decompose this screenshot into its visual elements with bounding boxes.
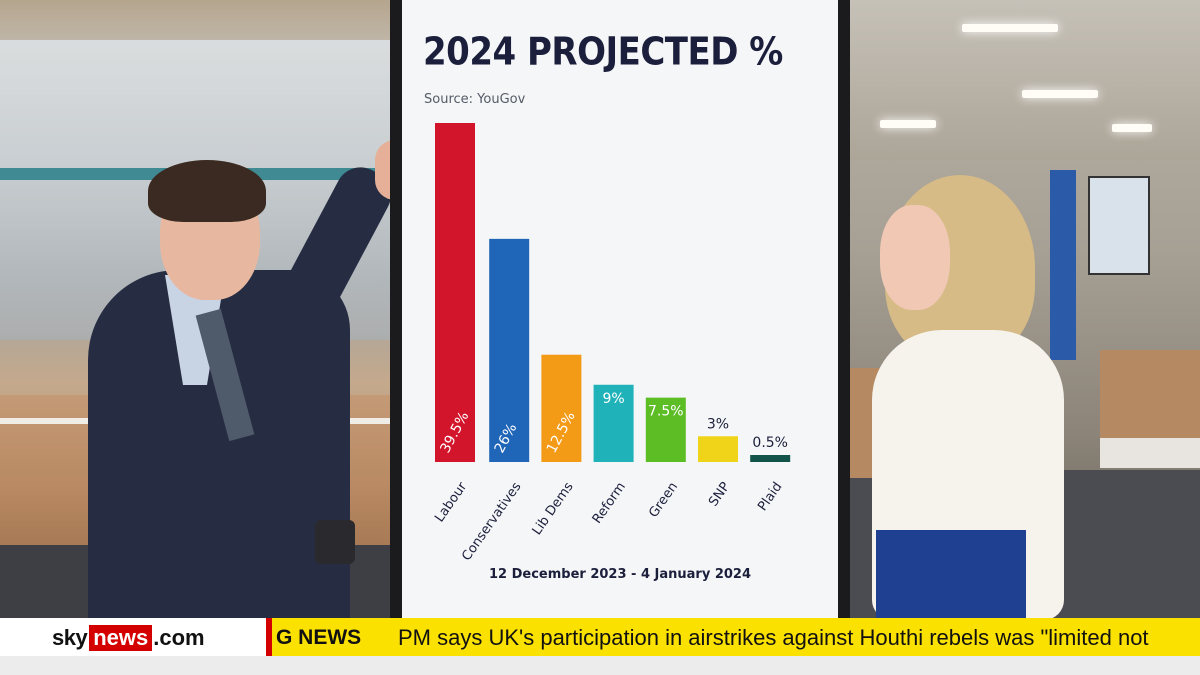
value-label-plaid: 0.5%: [752, 435, 788, 451]
copresenter-head: [880, 205, 950, 310]
bar-plaid: [750, 455, 791, 462]
category-label-reform: Reform: [590, 480, 629, 527]
bar-conservatives: [489, 238, 530, 462]
studio-tv-monitor: [1088, 176, 1150, 275]
bar-lib-dems: [541, 354, 582, 462]
category-label-plaid: Plaid: [755, 480, 785, 514]
category-label-green: Green: [646, 480, 681, 521]
breaking-news-label: G NEWS: [266, 618, 370, 656]
value-label-snp: 3%: [707, 416, 729, 432]
category-label-labour: Labour: [432, 479, 470, 525]
breaking-news-text: G NEWS: [276, 626, 362, 649]
logo-news: news: [89, 625, 153, 651]
bar-labour: [435, 123, 475, 462]
studio-background: 2024 PROJECTED % Source: YouGov 39.5% Lab…: [0, 0, 1200, 620]
ceiling-light: [880, 120, 936, 128]
ticker-headline: PM says UK's participation in airstrikes…: [370, 618, 1200, 656]
logo-com: .com: [153, 625, 205, 650]
copresenter-skirt: [876, 530, 1026, 620]
news-ticker: sky news .com G NEWS PM says UK's partic…: [0, 618, 1200, 656]
chart-source: Source: YouGov: [424, 92, 526, 107]
ceiling-light: [1112, 124, 1152, 132]
studio-planter-base: [1100, 438, 1200, 468]
value-label-green: 7.5%: [648, 404, 684, 420]
bar-green: [645, 397, 686, 462]
ticker-headline-text: PM says UK's participation in airstrikes…: [398, 625, 1149, 650]
value-label-reform: 9%: [602, 391, 624, 407]
bar-snp: [698, 436, 738, 462]
skynews-logo[interactable]: sky news .com: [52, 625, 205, 651]
video-wall-screen: 2024 PROJECTED % Source: YouGov 39.5% Lab…: [402, 0, 838, 620]
chart-date-range: 12 December 2023 - 4 January 2024: [488, 567, 752, 582]
ceiling-light: [1022, 90, 1098, 98]
logo-sky: sky: [52, 625, 88, 650]
bar-reform: [593, 384, 634, 462]
presenter-hair: [148, 160, 266, 222]
chart-title: 2024 PROJECTED %: [423, 30, 783, 75]
ceiling-light: [962, 24, 1058, 32]
studio-planter: [1100, 350, 1200, 440]
category-label-conservatives: Conservatives: [459, 480, 524, 564]
ticker-bottom-strip: [0, 656, 1200, 675]
phone-icon: [315, 520, 355, 564]
studio-blue-pillar: [1050, 170, 1076, 360]
category-label-lib-dems: Lib Dems: [530, 480, 577, 538]
category-label-snp: SNP: [706, 480, 733, 510]
